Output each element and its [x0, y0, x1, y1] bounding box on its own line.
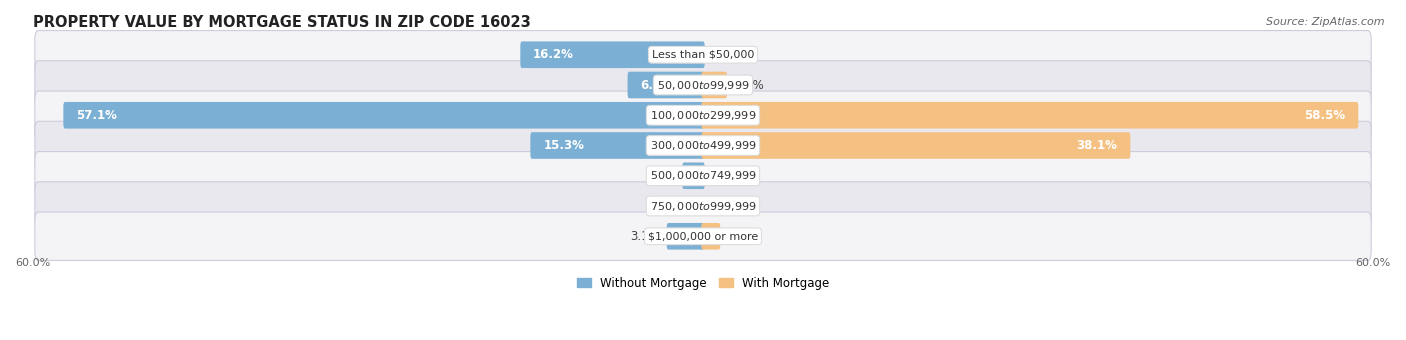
FancyBboxPatch shape [520, 41, 704, 68]
Text: 1.7%: 1.7% [645, 169, 675, 182]
Text: $1,000,000 or more: $1,000,000 or more [648, 231, 758, 241]
Text: 57.1%: 57.1% [76, 109, 117, 122]
Text: 6.6%: 6.6% [640, 79, 673, 91]
Text: 0.0%: 0.0% [711, 200, 741, 212]
Text: PROPERTY VALUE BY MORTGAGE STATUS IN ZIP CODE 16023: PROPERTY VALUE BY MORTGAGE STATUS IN ZIP… [32, 15, 530, 30]
Text: $750,000 to $999,999: $750,000 to $999,999 [650, 200, 756, 212]
Text: 38.1%: 38.1% [1077, 139, 1118, 152]
Text: 2.0%: 2.0% [734, 79, 763, 91]
Text: 1.4%: 1.4% [727, 230, 758, 243]
FancyBboxPatch shape [666, 223, 704, 250]
FancyBboxPatch shape [530, 132, 704, 159]
FancyBboxPatch shape [35, 91, 1371, 139]
Text: 0.0%: 0.0% [665, 200, 695, 212]
FancyBboxPatch shape [702, 72, 727, 98]
FancyBboxPatch shape [702, 102, 1358, 129]
Text: $500,000 to $749,999: $500,000 to $749,999 [650, 169, 756, 182]
Text: 0.0%: 0.0% [711, 169, 741, 182]
Text: 3.1%: 3.1% [630, 230, 659, 243]
Text: $100,000 to $299,999: $100,000 to $299,999 [650, 109, 756, 122]
FancyBboxPatch shape [35, 61, 1371, 109]
Text: Less than $50,000: Less than $50,000 [652, 50, 754, 60]
FancyBboxPatch shape [35, 31, 1371, 79]
FancyBboxPatch shape [35, 152, 1371, 200]
FancyBboxPatch shape [63, 102, 704, 129]
Text: Source: ZipAtlas.com: Source: ZipAtlas.com [1267, 17, 1385, 27]
Text: 16.2%: 16.2% [533, 48, 574, 61]
Text: $50,000 to $99,999: $50,000 to $99,999 [657, 79, 749, 91]
FancyBboxPatch shape [702, 132, 1130, 159]
Legend: Without Mortgage, With Mortgage: Without Mortgage, With Mortgage [572, 272, 834, 294]
FancyBboxPatch shape [35, 182, 1371, 230]
FancyBboxPatch shape [35, 121, 1371, 170]
Text: 15.3%: 15.3% [543, 139, 583, 152]
Text: 58.5%: 58.5% [1305, 109, 1346, 122]
FancyBboxPatch shape [682, 163, 704, 189]
Text: 0.0%: 0.0% [711, 48, 741, 61]
FancyBboxPatch shape [627, 72, 704, 98]
FancyBboxPatch shape [35, 212, 1371, 260]
Text: $300,000 to $499,999: $300,000 to $499,999 [650, 139, 756, 152]
FancyBboxPatch shape [702, 223, 720, 250]
